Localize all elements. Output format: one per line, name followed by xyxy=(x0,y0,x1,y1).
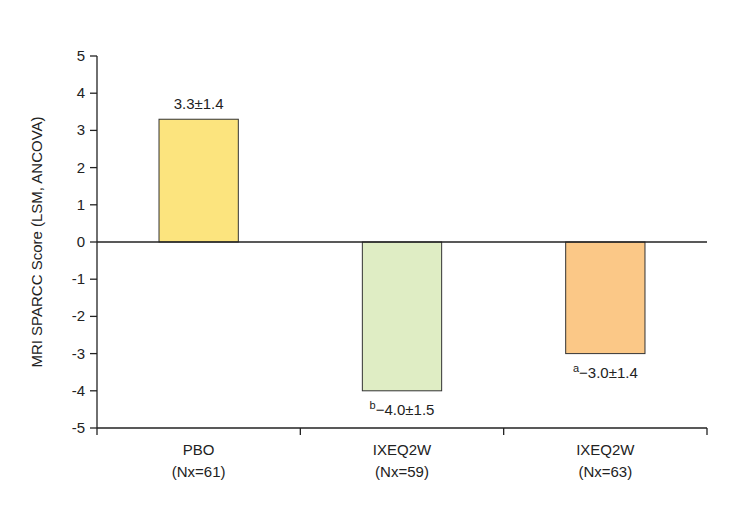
zero-line xyxy=(97,241,707,242)
x-tick-label: IXEQ2W (Nx=63) xyxy=(576,441,635,480)
y-tick-label: 0 xyxy=(77,233,85,250)
y-tick-label: 3 xyxy=(77,121,85,138)
y-tick xyxy=(90,93,97,94)
y-tick-label: -4 xyxy=(72,382,85,399)
y-tick-label: -3 xyxy=(72,345,85,362)
x-tick xyxy=(706,428,707,435)
y-tick xyxy=(90,390,97,391)
y-tick xyxy=(90,204,97,205)
y-tick-label: 2 xyxy=(77,159,85,176)
y-tick-label: 5 xyxy=(77,47,85,64)
bars xyxy=(159,119,645,391)
chart-svg: -5-4-3-2-1012345PBO(Nx=61)IXEQ2W(Nx=59)I… xyxy=(0,0,735,508)
y-tick xyxy=(90,316,97,317)
x-tick-label-line: IXEQ2W xyxy=(576,441,635,458)
y-tick-label: 4 xyxy=(77,84,85,101)
bar xyxy=(566,242,645,354)
x-tick xyxy=(96,428,97,435)
bar xyxy=(159,119,238,242)
data-label-text: −4.0±1.5 xyxy=(376,401,435,418)
y-tick xyxy=(90,353,97,354)
y-tick xyxy=(90,55,97,56)
x-axis-line xyxy=(97,427,707,428)
x-tick-label-line: IXEQ2W xyxy=(373,441,432,458)
x-tick-label-line: (Nx=61) xyxy=(172,463,226,480)
x-tick xyxy=(503,428,504,435)
y-tick-label: 1 xyxy=(77,196,85,213)
data-label: a−3.0±1.4 xyxy=(573,362,638,381)
y-tick xyxy=(90,167,97,168)
chart-container: -5-4-3-2-1012345PBO(Nx=61)IXEQ2W(Nx=59)I… xyxy=(0,0,735,508)
data-label: 3.3±1.4 xyxy=(174,95,224,112)
y-tick xyxy=(90,279,97,280)
y-tick-label: -5 xyxy=(72,419,85,436)
y-axis-title: MRI SPARCC Score (LSM, ANCOVA) xyxy=(28,116,45,367)
y-tick xyxy=(90,130,97,131)
x-tick-label: IXEQ2W (Nx=59) xyxy=(373,441,432,480)
x-tick-label-line: (Nx=59) xyxy=(375,463,429,480)
x-tick-label-line: PBO xyxy=(183,441,215,458)
data-label-text: −3.0±1.4 xyxy=(579,364,638,381)
y-tick-label: -2 xyxy=(72,307,85,324)
x-tick-label-line: (Nx=63) xyxy=(578,463,632,480)
y-tick-label: -1 xyxy=(72,270,85,287)
data-label: b−4.0±1.5 xyxy=(370,399,435,418)
x-tick-label: PBO (Nx=61) xyxy=(172,441,226,480)
y-tick xyxy=(90,427,97,428)
x-tick xyxy=(300,428,301,435)
y-tick xyxy=(90,241,97,242)
bar xyxy=(362,242,441,391)
